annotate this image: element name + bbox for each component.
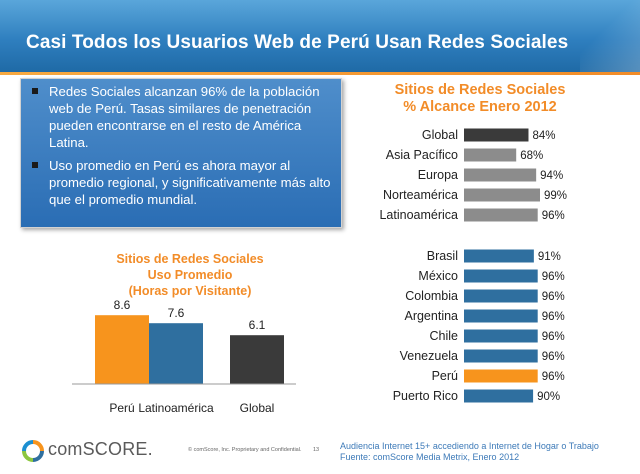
hbar-value-label: 68% <box>520 150 543 162</box>
hbar-10 <box>464 349 538 363</box>
hbar-value-label: 96% <box>542 371 565 383</box>
hbar-category-label: Argentina <box>404 309 458 323</box>
hbar-category-label: Chile <box>430 329 459 343</box>
left-chart-title-line: (Horas por Visitante) <box>128 284 252 298</box>
confidential-note: © comScore, Inc. Proprietary and Confide… <box>188 447 302 453</box>
right-chart-title: Sitios de Redes Sociales % Alcance Enero… <box>380 82 580 116</box>
category-label: Perú <box>109 401 134 415</box>
hbar-9 <box>464 329 538 343</box>
hbar-category-label: Puerto Rico <box>393 389 458 403</box>
hbar-value-label: 96% <box>542 331 565 343</box>
bar-0 <box>95 315 149 384</box>
right-chart-title-line: % Alcance Enero 2012 <box>403 99 557 115</box>
hbar-5 <box>464 249 534 263</box>
hbar-category-label: Perú <box>432 369 458 383</box>
bar-value-label: 6.1 <box>249 318 266 332</box>
source-line: Fuente: comScore Media Metrix, Enero 201… <box>340 452 520 462</box>
comscore-brand-text: comSCORE. <box>48 439 153 459</box>
hbar-category-label: Colombia <box>405 289 458 303</box>
hbar-3 <box>464 188 540 202</box>
category-label: Latinoamérica <box>138 401 214 415</box>
hbar-4 <box>464 208 538 222</box>
hbar-0 <box>464 128 529 142</box>
bar-2 <box>230 335 284 384</box>
header-accent-line <box>0 72 640 75</box>
hbar-category-label: Latinoamérica <box>379 208 458 222</box>
hbar-2 <box>464 168 537 182</box>
hbar-category-label: Venezuela <box>400 349 458 363</box>
left-chart-title-line: Sitios de Redes Sociales <box>116 252 264 266</box>
hbar-category-label: Asia Pacífico <box>386 148 458 162</box>
header-gloss <box>580 0 640 72</box>
source-note: Audiencia Internet 15+ accediendo a Inte… <box>340 441 599 463</box>
hbar-1 <box>464 148 517 162</box>
source-line: Audiencia Internet 15+ accediendo a Inte… <box>340 441 599 451</box>
page-number: 13 <box>313 447 320 453</box>
slide-header: Casi Todos los Usuarios Web de Perú Usan… <box>0 0 640 72</box>
hbar-8 <box>464 309 538 323</box>
bar-1 <box>149 323 203 384</box>
hbar-value-label: 94% <box>540 170 563 182</box>
hbar-value-label: 96% <box>542 351 565 363</box>
hbar-7 <box>464 289 538 303</box>
left-chart-title: Sitios de Redes Sociales Uso Promedio (H… <box>70 251 310 299</box>
slide-title: Casi Todos los Usuarios Web de Perú Usan… <box>26 32 569 53</box>
bar-value-label: 8.6 <box>114 298 131 312</box>
bullet-item: Redes Sociales alcanzan 96% de la poblac… <box>31 83 335 151</box>
left-chart-title-line: Uso Promedio <box>147 268 233 282</box>
hbar-category-label: Norteamérica <box>383 188 458 202</box>
comscore-logo: comSCORE. <box>22 436 162 466</box>
category-label: Global <box>240 401 275 415</box>
hbar-category-label: Global <box>422 128 458 142</box>
hbar-value-label: 91% <box>538 251 561 263</box>
hbar-category-label: México <box>418 269 458 283</box>
comscore-logo-icon <box>22 440 44 462</box>
hbar-category-label: Europa <box>418 168 458 182</box>
hbar-category-label: Brasil <box>427 249 458 263</box>
bullet-item: Uso promedio en Perú es ahora mayor al p… <box>31 157 335 208</box>
hbar-value-label: 96% <box>542 271 565 283</box>
hbar-11 <box>464 369 538 383</box>
hbar-value-label: 99% <box>544 190 567 202</box>
bar-value-label: 7.6 <box>168 306 185 320</box>
right-chart-title-line: Sitios de Redes Sociales <box>394 82 566 98</box>
hbar-value-label: 84% <box>532 130 555 142</box>
hbar-value-label: 96% <box>542 210 565 222</box>
hbar-value-label: 96% <box>542 311 565 323</box>
hbar-6 <box>464 269 538 283</box>
hbar-12 <box>464 389 534 403</box>
hbar-value-label: 96% <box>542 291 565 303</box>
bullet-box: Redes Sociales alcanzan 96% de la poblac… <box>20 78 342 228</box>
hbar-value-label: 90% <box>537 391 560 403</box>
